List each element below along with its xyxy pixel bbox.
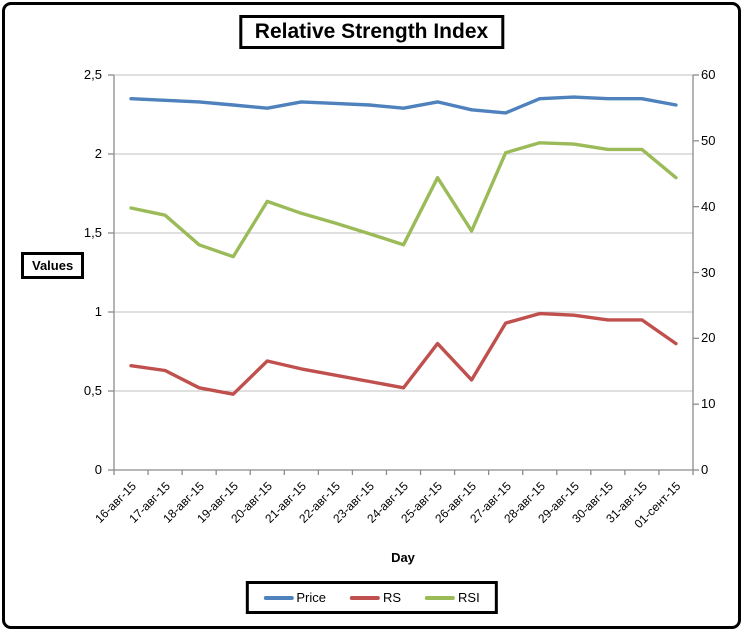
y2-axis-tick-label: 0 bbox=[701, 462, 709, 477]
legend-item-rs: RS bbox=[349, 590, 402, 605]
y-axis-tick-label: 2 bbox=[94, 146, 102, 161]
y2-axis-tick-label: 30 bbox=[701, 264, 716, 280]
series-line-rsi bbox=[129, 141, 678, 259]
y-axis-tick-label: 2,5 bbox=[83, 67, 102, 82]
legend-label-rs: RS bbox=[382, 590, 402, 605]
y2-axis-tick-label: 20 bbox=[701, 330, 716, 346]
y-axis-tick-label: 1,5 bbox=[83, 225, 102, 240]
y2-axis-tick-label: 60 bbox=[701, 67, 716, 82]
legend-swatch-price-icon bbox=[263, 595, 294, 600]
legend-label-rsi: RSI bbox=[458, 590, 480, 605]
legend-swatch-rsi-icon bbox=[425, 595, 456, 600]
y2-axis-tick-label: 40 bbox=[701, 198, 716, 214]
legend-item-price: Price bbox=[263, 590, 326, 605]
y-axis-title: Values bbox=[21, 252, 85, 279]
legend-label-price: Price bbox=[296, 590, 326, 605]
y-axis-tick-label: 0 bbox=[94, 462, 102, 477]
series-line-price bbox=[129, 95, 678, 115]
x-axis-title: Day bbox=[391, 550, 415, 565]
legend-item-rsi: RSI bbox=[425, 590, 480, 605]
legend-swatch-rs-icon bbox=[349, 595, 380, 600]
legend: Price RS RSI bbox=[245, 581, 498, 614]
y-axis-tick-label: 1 bbox=[94, 304, 102, 319]
chart-title: Relative Strength Index bbox=[238, 15, 505, 49]
series-line-rs bbox=[129, 311, 678, 396]
y2-axis-tick-label: 50 bbox=[701, 132, 716, 148]
y2-axis-tick-label: 10 bbox=[701, 396, 716, 412]
y-axis-tick-label: 0,5 bbox=[83, 383, 102, 398]
